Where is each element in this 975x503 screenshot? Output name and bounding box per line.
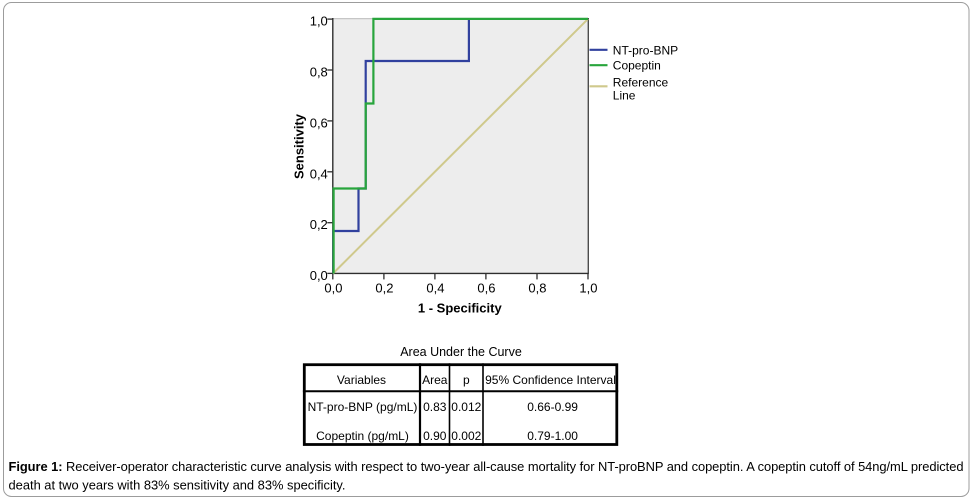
svg-text:Copeptin: Copeptin — [613, 59, 661, 73]
svg-text:Copeptin (pg/mL): Copeptin (pg/mL) — [316, 429, 409, 443]
svg-text:0,6: 0,6 — [477, 281, 495, 296]
svg-text:0.012: 0.012 — [451, 400, 481, 414]
svg-text:NT-pro-BNP (pg/mL): NT-pro-BNP (pg/mL) — [308, 400, 418, 414]
svg-text:95% Confidence Interval: 95% Confidence Interval — [485, 373, 616, 387]
svg-text:0.90: 0.90 — [423, 429, 447, 443]
svg-text:0.002: 0.002 — [451, 429, 481, 443]
svg-text:Area: Area — [422, 373, 448, 387]
svg-text:p: p — [463, 373, 470, 387]
svg-text:Reference: Reference — [613, 76, 669, 90]
svg-text:Line: Line — [613, 89, 636, 103]
svg-text:Variables: Variables — [337, 373, 386, 387]
svg-text:0,6: 0,6 — [310, 115, 328, 130]
svg-text:0,8: 0,8 — [310, 65, 328, 80]
svg-text:death at two years with 83% se: death at two years with 83% sensitivity … — [9, 478, 346, 493]
svg-text:NT-pro-BNP: NT-pro-BNP — [613, 43, 678, 57]
svg-text:1,0: 1,0 — [310, 14, 328, 29]
svg-text:1,0: 1,0 — [579, 281, 597, 296]
svg-text:0,0: 0,0 — [310, 268, 328, 283]
svg-text:Figure 1: Receiver-operator ch: Figure 1: Receiver-operator characterist… — [9, 459, 964, 474]
svg-text:0,4: 0,4 — [310, 166, 328, 181]
svg-text:0,2: 0,2 — [310, 217, 328, 232]
svg-text:Sensitivity: Sensitivity — [291, 113, 306, 179]
svg-text:0,4: 0,4 — [426, 281, 444, 296]
svg-text:0.66-0.99: 0.66-0.99 — [527, 400, 578, 414]
svg-text:0,2: 0,2 — [375, 281, 393, 296]
svg-text:1 - Specificity: 1 - Specificity — [418, 301, 503, 316]
svg-text:0,8: 0,8 — [528, 281, 546, 296]
svg-text:0.83: 0.83 — [423, 400, 447, 414]
svg-text:Area Under the Curve: Area Under the Curve — [400, 345, 522, 359]
svg-text:0,0: 0,0 — [324, 281, 342, 296]
svg-text:0.79-1.00: 0.79-1.00 — [527, 429, 578, 443]
